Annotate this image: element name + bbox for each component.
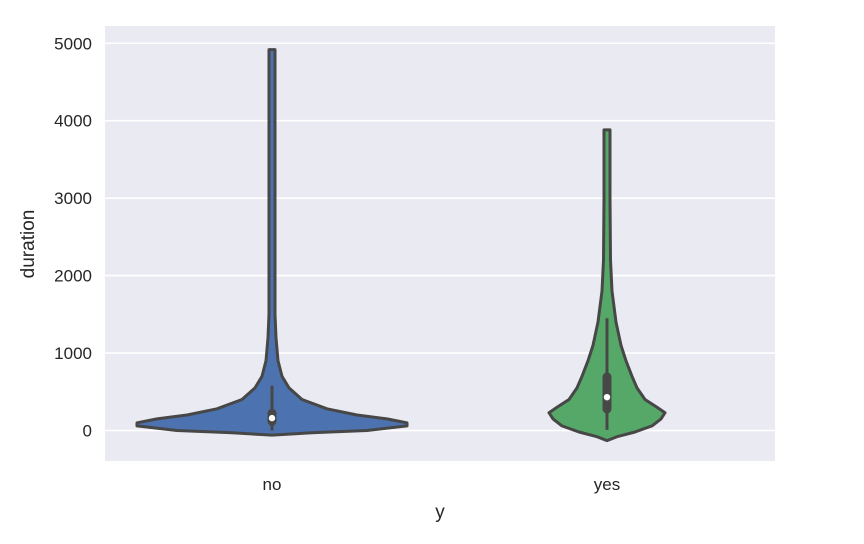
y-axis-label: duration [18,210,39,279]
plot-area [105,26,775,461]
violin-yes [547,128,667,443]
y-tick-labels: 0 1000 2000 3000 4000 5000 [54,34,92,440]
x-tick-label: yes [594,475,620,494]
y-tick-label: 3000 [54,189,92,208]
violins [135,48,667,443]
violin-body [547,128,667,443]
violin-body [135,48,409,437]
median-dot [268,414,276,422]
x-tick-label: no [263,475,282,494]
median-dot [603,393,611,401]
grid-lines [105,42,775,432]
y-tick-label: 2000 [54,267,92,286]
x-tick-labels: no yes [263,475,621,494]
x-axis-label: y [435,502,445,523]
y-tick-label: 4000 [54,112,92,131]
y-tick-label: 5000 [54,34,92,53]
iqr-box [602,372,612,414]
y-tick-label: 0 [83,422,92,441]
violin-no [135,48,409,437]
y-tick-label: 1000 [54,344,92,363]
